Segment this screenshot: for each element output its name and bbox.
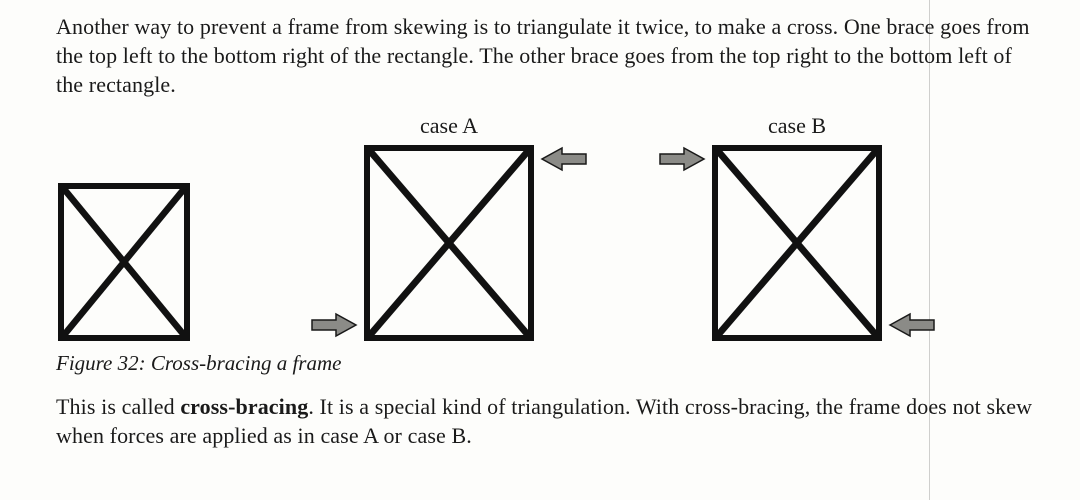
panel-a-label: case A xyxy=(420,113,478,139)
panel-plain xyxy=(58,151,190,341)
cross-icon xyxy=(64,189,184,335)
cross-icon xyxy=(718,151,876,335)
intro-paragraph: Another way to prevent a frame from skew… xyxy=(56,12,1038,99)
conclusion-paragraph: This is called cross-bracing. It is a sp… xyxy=(56,392,1038,450)
panel-b-label: case B xyxy=(768,113,826,139)
arrow-right-icon xyxy=(658,145,706,173)
crossbox-a xyxy=(364,145,534,341)
arrow-left-icon xyxy=(540,145,588,173)
panel-b-boxwrap xyxy=(658,145,936,341)
panel-a: case A xyxy=(310,113,588,341)
panel-plain-boxwrap xyxy=(58,183,190,341)
page: Another way to prevent a frame from skew… xyxy=(0,0,1080,500)
arrow-left-icon xyxy=(888,311,936,339)
p2-bold: cross-bracing xyxy=(180,394,308,419)
crossbox-b xyxy=(712,145,882,341)
arrow-right-icon xyxy=(310,311,358,339)
panel-b: case B xyxy=(658,113,936,341)
figure-caption-text: Cross-bracing a frame xyxy=(151,351,342,375)
p2-pre: This is called xyxy=(56,394,180,419)
panel-a-boxwrap xyxy=(310,145,588,341)
figure-caption-label: Figure 32: xyxy=(56,351,151,375)
cross-icon xyxy=(370,151,528,335)
figure-row: case A xyxy=(56,105,1038,341)
crossbox-plain xyxy=(58,183,190,341)
figure-caption: Figure 32: Cross-bracing a frame xyxy=(56,351,1038,376)
